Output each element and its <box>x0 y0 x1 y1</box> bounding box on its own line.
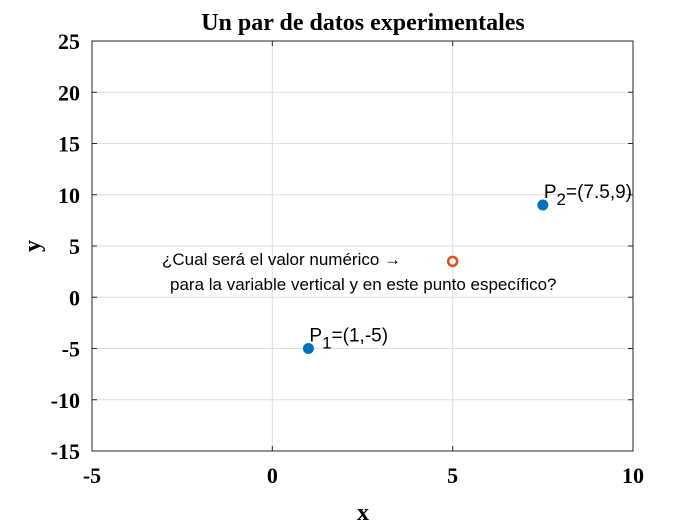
point-label: P1=(1,-5) <box>309 326 388 353</box>
point-label-base: P <box>544 182 557 203</box>
point-label-subscript: 1 <box>322 334 331 353</box>
y-tick-label: 10 <box>58 183 80 208</box>
point-labels: P1=(1,-5)P2=(7.5,9) <box>309 182 632 353</box>
data-point <box>537 199 549 211</box>
y-tick-label: -5 <box>62 337 80 362</box>
data-point <box>302 343 314 354</box>
point-label-coords: =(1,-5) <box>332 326 389 347</box>
point-label-subscript: 2 <box>557 190 566 209</box>
x-tick-label: 5 <box>447 463 458 488</box>
y-tick-label: 15 <box>58 132 80 157</box>
point-label: P2=(7.5,9) <box>544 182 632 209</box>
point-label-base: P <box>309 326 322 347</box>
query-point <box>446 255 459 268</box>
y-tick-label: 20 <box>58 80 80 105</box>
x-tick-label: 0 <box>267 463 278 488</box>
y-tick-label: 25 <box>58 29 80 54</box>
x-tick-label: 10 <box>622 463 644 488</box>
y-tick-label: 5 <box>69 234 80 259</box>
chart-title: Un par de datos experimentales <box>201 10 525 36</box>
point-label-coords: =(7.5,9) <box>566 182 632 203</box>
x-tick-label: -5 <box>83 463 101 488</box>
y-axis-label: y <box>20 240 46 252</box>
annotation-line-2: para la variable vertical y en este punt… <box>170 275 557 294</box>
x-axis-label: x <box>357 500 369 525</box>
annotation-line-1: ¿Cual será el valor numérico → <box>162 250 401 269</box>
data-points <box>302 199 549 354</box>
y-tick-label: -15 <box>51 439 80 464</box>
y-tick-label: 0 <box>69 285 80 310</box>
ticks: -5 0 5 10 -15 -10 -5 0 5 10 15 20 25 <box>51 29 644 488</box>
y-tick-label: -10 <box>51 388 80 413</box>
